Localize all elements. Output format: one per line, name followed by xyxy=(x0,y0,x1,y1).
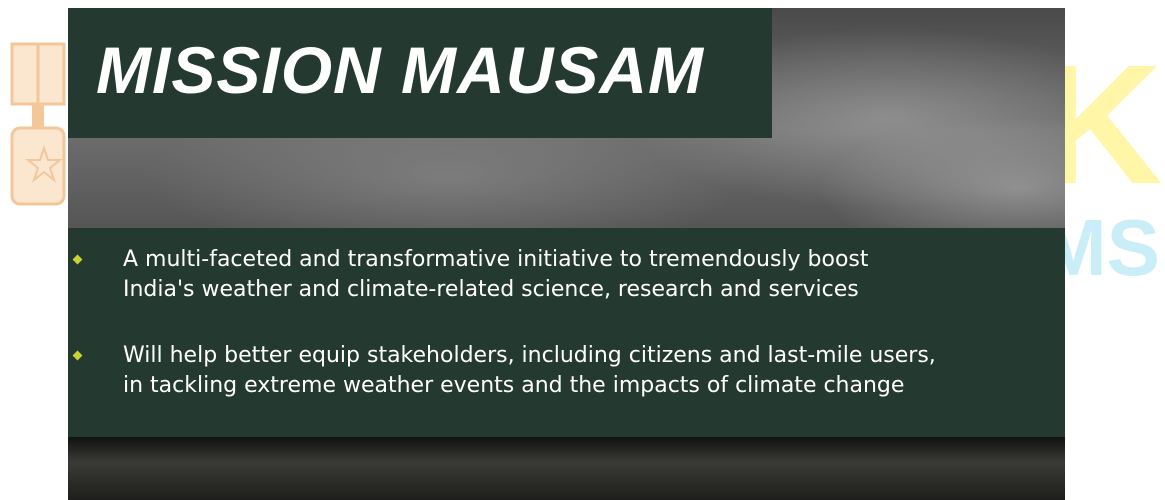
bullet-marker xyxy=(73,351,83,361)
bullet: A multi-faceted and transformative initi… xyxy=(68,245,1065,305)
title-box: MISSION MAUSAM xyxy=(68,8,772,138)
page: K MS MISSION MAUSAM A multi-faceted and … xyxy=(0,0,1165,500)
bullet-text: India's weather and climate-related scie… xyxy=(123,275,859,305)
bullet-panel: A multi-faceted and transformative initi… xyxy=(68,228,1065,437)
bullet-text: in tackling extreme weather events and t… xyxy=(123,371,904,401)
slide-title: MISSION MAUSAM xyxy=(96,32,704,108)
bullet: Will help better equip stakeholders, inc… xyxy=(68,341,1065,401)
water xyxy=(68,437,1065,500)
watermark-icon xyxy=(8,40,68,210)
bullet-marker xyxy=(73,255,83,265)
bullet-text: A multi-faceted and transformative initi… xyxy=(123,245,869,275)
slide: MISSION MAUSAM A multi-faceted and trans… xyxy=(68,8,1065,500)
bullet-text: Will help better equip stakeholders, inc… xyxy=(123,341,936,371)
